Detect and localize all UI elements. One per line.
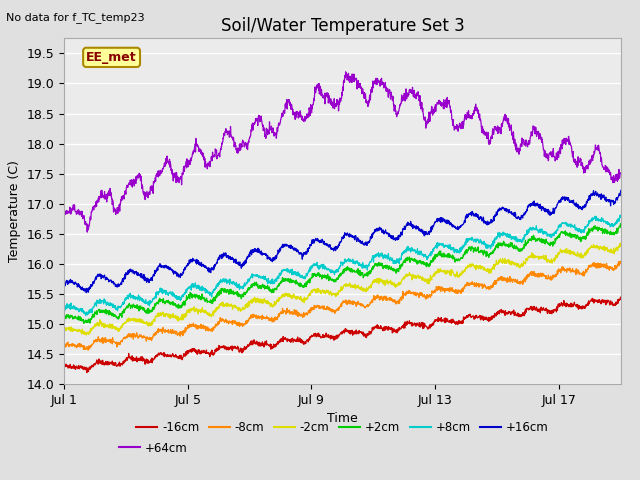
+8cm: [617, 213, 625, 218]
-8cm: [92, 337, 100, 343]
+8cm: [82, 312, 90, 318]
Line: -2cm: -2cm: [64, 243, 621, 335]
+16cm: [60, 281, 68, 287]
+2cm: [60, 317, 68, 323]
+2cm: [287, 280, 295, 286]
Text: EE_met: EE_met: [86, 51, 137, 64]
Line: -8cm: -8cm: [64, 261, 621, 350]
-2cm: [92, 322, 100, 328]
+2cm: [440, 252, 448, 257]
+2cm: [269, 286, 276, 292]
+64cm: [287, 102, 295, 108]
-8cm: [179, 328, 187, 334]
-8cm: [440, 286, 448, 292]
+2cm: [617, 221, 625, 227]
+8cm: [287, 268, 295, 274]
Text: No data for f_TC_temp23: No data for f_TC_temp23: [6, 12, 145, 23]
-16cm: [269, 345, 276, 351]
-2cm: [83, 332, 90, 338]
+16cm: [83, 290, 90, 296]
-16cm: [60, 364, 68, 370]
+16cm: [440, 218, 448, 224]
-8cm: [287, 310, 295, 316]
-8cm: [60, 341, 68, 347]
-16cm: [92, 360, 100, 366]
-2cm: [291, 294, 298, 300]
-2cm: [287, 294, 295, 300]
Line: +64cm: +64cm: [64, 72, 621, 232]
-8cm: [616, 258, 624, 264]
Legend: +64cm: +64cm: [115, 437, 193, 459]
-2cm: [179, 317, 187, 323]
+16cm: [179, 269, 187, 275]
+16cm: [287, 244, 295, 250]
+64cm: [269, 129, 276, 135]
+64cm: [617, 170, 625, 176]
-16cm: [617, 295, 625, 301]
+64cm: [60, 215, 68, 221]
Line: +2cm: +2cm: [64, 224, 621, 324]
+2cm: [92, 310, 100, 315]
+8cm: [179, 294, 187, 300]
-2cm: [60, 329, 68, 335]
+8cm: [269, 276, 276, 282]
-16cm: [287, 337, 295, 343]
+8cm: [291, 269, 298, 275]
-2cm: [617, 240, 625, 246]
-8cm: [617, 259, 625, 265]
X-axis label: Time: Time: [327, 412, 358, 425]
+64cm: [92, 200, 100, 206]
+8cm: [616, 212, 624, 218]
Line: +8cm: +8cm: [64, 215, 621, 315]
-16cm: [179, 353, 187, 359]
-2cm: [269, 304, 276, 310]
+16cm: [291, 245, 298, 251]
+16cm: [269, 256, 276, 262]
-16cm: [291, 336, 298, 342]
+2cm: [291, 278, 298, 284]
+8cm: [440, 243, 448, 249]
-16cm: [440, 315, 448, 321]
+8cm: [92, 300, 100, 305]
+2cm: [617, 224, 625, 230]
+16cm: [617, 188, 625, 193]
+64cm: [291, 112, 298, 118]
+64cm: [342, 69, 349, 75]
+8cm: [60, 306, 68, 312]
-16cm: [617, 294, 625, 300]
+2cm: [80, 321, 88, 326]
Y-axis label: Temperature (C): Temperature (C): [8, 160, 21, 262]
Line: +16cm: +16cm: [64, 191, 621, 293]
+2cm: [179, 301, 187, 307]
-16cm: [83, 370, 91, 375]
+64cm: [441, 101, 449, 107]
-8cm: [291, 307, 298, 312]
Line: -16cm: -16cm: [64, 297, 621, 372]
+64cm: [179, 171, 187, 177]
+64cm: [83, 229, 91, 235]
-8cm: [269, 317, 276, 323]
+16cm: [92, 276, 100, 282]
-8cm: [84, 347, 92, 353]
-2cm: [440, 270, 448, 276]
Title: Soil/Water Temperature Set 3: Soil/Water Temperature Set 3: [221, 17, 464, 36]
